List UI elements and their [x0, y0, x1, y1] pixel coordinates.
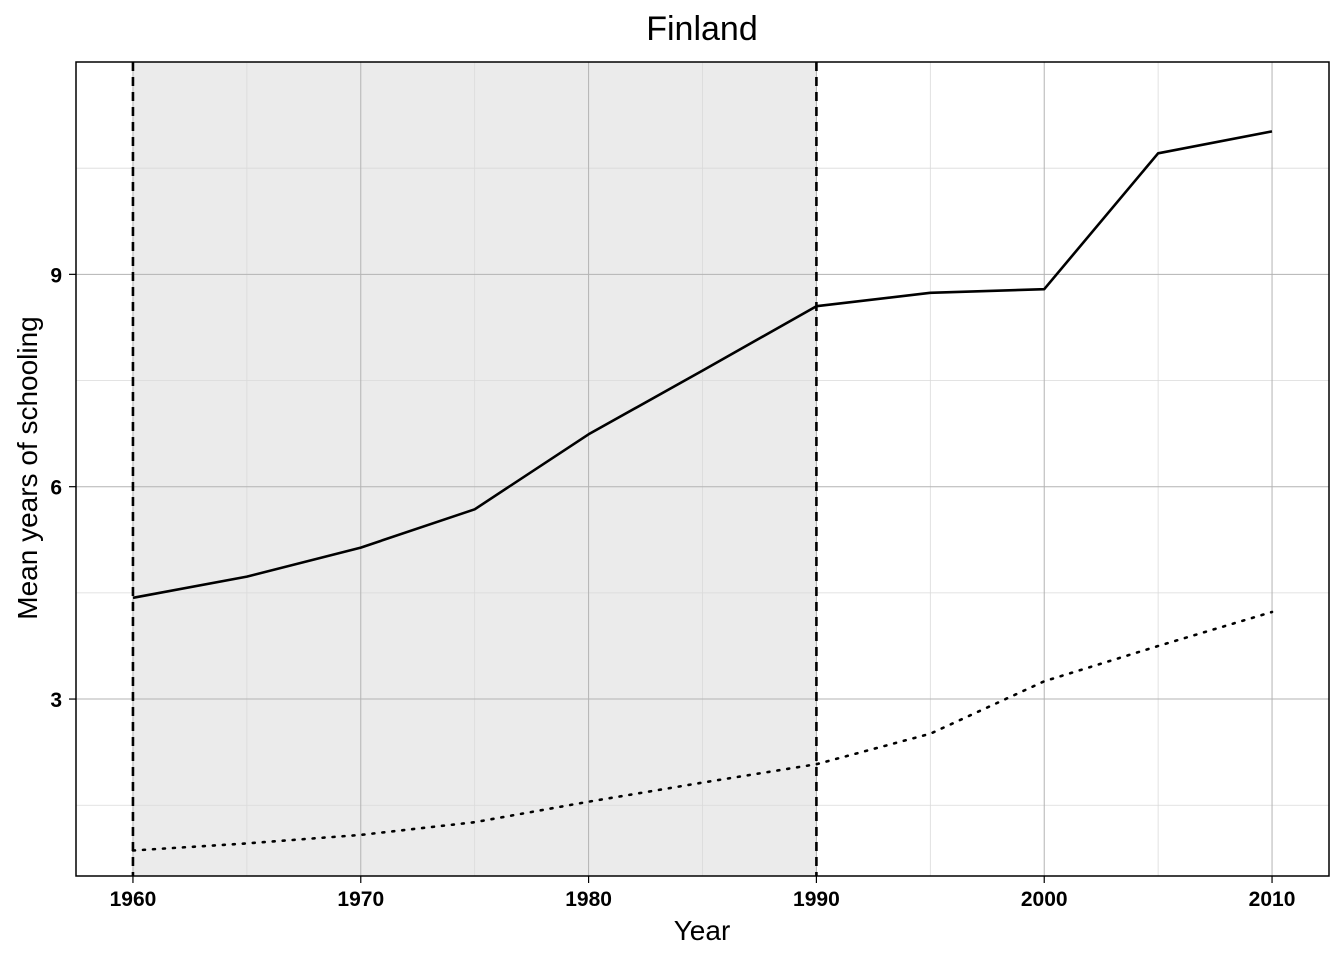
chart-title: Finland — [646, 10, 758, 48]
series-layer — [131, 130, 1274, 852]
x-tick-label: 2010 — [1249, 888, 1296, 911]
x-tick-label: 1970 — [337, 888, 384, 911]
x-tick-label: 1980 — [565, 888, 612, 911]
x-tick-label: 1960 — [110, 888, 157, 911]
y-tick-label: 3 — [50, 689, 62, 712]
ticks-layer: 1960 1970 1980 1990 2000 2010 3 6 9 — [50, 264, 1295, 911]
x-tick-label: 2000 — [1021, 888, 1068, 911]
plot-border — [75, 61, 1330, 877]
x-tick-label: 1990 — [793, 888, 840, 911]
y-tick-label: 6 — [50, 477, 62, 500]
y-axis-label: Mean years of schooling — [12, 316, 43, 620]
series-line-solid — [132, 130, 1273, 600]
y-tick-label: 9 — [50, 264, 62, 287]
x-axis-label: Year — [674, 915, 731, 946]
series-line-dotted — [131, 610, 1274, 852]
reference-lines-layer — [131, 62, 818, 876]
